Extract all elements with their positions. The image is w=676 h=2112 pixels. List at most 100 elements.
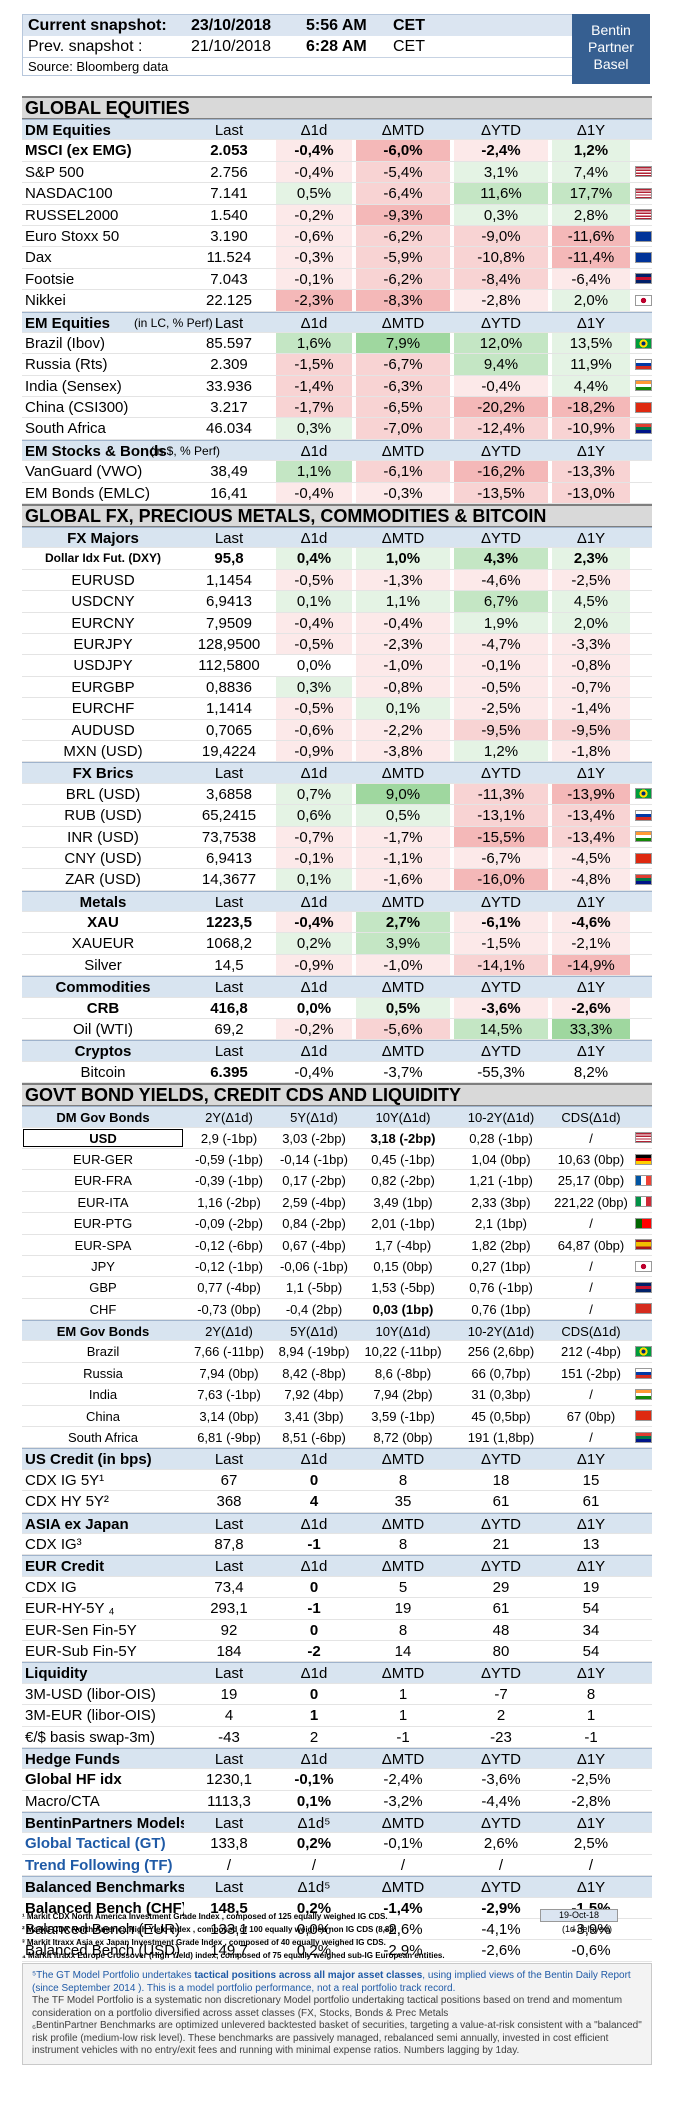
row-label: Commodities: [55, 979, 151, 997]
cell-col-5: CDS(Δ1d): [561, 1324, 621, 1340]
cell-col-2: Δ1d: [300, 765, 328, 783]
cell-col-4: -12,4%: [454, 418, 548, 439]
cell-col-3: -1,7%: [356, 826, 450, 847]
cell-col-3: -6,2%: [356, 268, 450, 290]
cell-col-5: 13,5%: [552, 332, 630, 354]
cell-col-2: -0,4%: [276, 912, 352, 933]
cell-col-3: 1: [398, 1707, 408, 1725]
row-label: EM Stocks & Bonds: [25, 442, 167, 460]
table-row-vanguard-vwo: VanGuard (VWO) 38,49 1,1% -6,1% -16,2% -13,3%: [22, 461, 652, 483]
cell-col-4: -13,1%: [454, 805, 548, 826]
cell-col-5: 17,7%: [552, 183, 630, 204]
cell-col-4: 0,28 (-1bp): [469, 1130, 533, 1146]
us-flag-icon: [632, 183, 654, 203]
row-label: US Credit (in bps): [25, 1451, 152, 1469]
table-row-balanced-bench-eur: Balanced Bench (EUR) 133,1 0,0% -2,6% -4,1% -…: [22, 1919, 652, 1941]
table-row-india-sensex: India (Sensex) 33.936 -1,4% -6,3% -0,4% 4,4%: [22, 375, 652, 398]
table-row-eur-fra: EUR-FRA -0,39 (-1bp) 0,17 (-2bp) 0,82 (-2bp…: [22, 1170, 652, 1192]
row-label: MSCI (ex EMG): [25, 142, 132, 160]
cell-col-5: Δ1Y: [576, 1815, 606, 1833]
cell-col-3: -2,9%: [383, 1942, 423, 1960]
cell-col-1: 22.125: [206, 292, 252, 310]
cell-col-4: ΔYTD: [480, 765, 522, 783]
cell-col-1: Last: [214, 1451, 244, 1469]
cell-col-1: 2Y(Δ1d): [205, 1324, 253, 1340]
footnote-delay: (1d delayed): [561, 1924, 612, 1934]
cell-col-2: 2,59 (-4bp): [282, 1194, 346, 1210]
portugal-flag-icon: [632, 1213, 654, 1233]
cell-col-2: Δ1d: [300, 122, 328, 139]
cell-col-4: 2,33 (3bp): [471, 1194, 531, 1210]
cell-col-5: -2,5%: [571, 1771, 611, 1789]
cell-col-1: Last: [214, 122, 244, 139]
cell-col-5: Δ1Y: [576, 1750, 606, 1768]
cell-col-2: 0,2%: [296, 1899, 332, 1917]
row-label: CNY (USD): [64, 849, 142, 867]
cell-col-5: -2,5%: [552, 569, 630, 591]
cell-col-1: -0,73 (0bp): [197, 1301, 261, 1317]
footnote-4: ₄ Markit Itraxx Europe Crossover (High Y…: [22, 1949, 652, 1962]
cell-col-4: -14,1%: [454, 954, 548, 976]
india-flag-icon: [632, 1384, 654, 1404]
cell-col-4: 10-2Y(Δ1d): [467, 1110, 535, 1126]
cell-col-1: 1068,2: [206, 935, 252, 953]
cell-col-1: 92: [220, 1621, 238, 1639]
cell-col-5: 54: [582, 1642, 600, 1660]
cell-col-4: 2,6%: [483, 1835, 519, 1853]
footnote-text: ² Markit CDX North America High Yield In…: [22, 1925, 397, 1934]
cell-col-5: -0,7%: [552, 676, 630, 698]
row-label: EM Equities: [25, 314, 111, 332]
cell-col-3: ΔMTD: [381, 1815, 425, 1833]
row-label: Metals: [79, 893, 127, 911]
cell-col-2: 4: [309, 1493, 319, 1511]
uk-flag-icon: [632, 1277, 654, 1297]
cell-col-1: 3.217: [210, 399, 248, 417]
cell-col-1: 3,14 (0bp): [199, 1408, 259, 1424]
cell-col-3: ΔMTD: [381, 1750, 425, 1768]
cell-col-4: 1,04 (0bp): [471, 1151, 531, 1167]
cell-col-4: 0,3%: [454, 204, 548, 225]
cell-col-2: 0,1%: [296, 1792, 332, 1810]
prev-snapshot-line: Prev. snapshot : 21/10/2018 6:28 AM CET: [23, 36, 573, 57]
cell-col-5: -4,6%: [552, 912, 630, 933]
cell-col-5: -2,8%: [571, 1792, 611, 1810]
row-label: Euro Stoxx 50: [25, 227, 120, 245]
cell-col-2: 0,84 (-2bp): [282, 1216, 346, 1232]
cell-col-5: Δ1Y: [576, 314, 606, 332]
table-row-balanced-bench-usd: Balanced Bench (USD) 149,7 0,2% -2,9% -2,6% -…: [22, 1940, 652, 1962]
cell-col-1: 112,5800: [198, 657, 260, 675]
cell-col-4: -20,2%: [454, 397, 548, 418]
cell-col-2: 1,1 (-5bp): [285, 1280, 343, 1296]
cell-col-5: -3,9%: [571, 1921, 611, 1939]
cell-col-4: -3,6%: [454, 997, 548, 1019]
subheader-cryptos: Cryptos Last Δ1d ΔMTD ΔYTD Δ1Y: [22, 1040, 652, 1062]
cell-col-4: 4,3%: [454, 548, 548, 569]
row-label: Brazil: [86, 1344, 120, 1360]
cell-col-4: 11,6%: [454, 183, 548, 204]
cell-col-3: -6,2%: [356, 225, 450, 247]
table-row-russel2000: RUSSEL2000 1.540 -0,2% -9,3% 0,3% 2,8%: [22, 204, 652, 226]
row-label: EUR Credit: [25, 1558, 105, 1576]
cell-col-5: Δ1Y: [576, 1043, 606, 1061]
row-label: EURGBP: [71, 678, 135, 696]
cell-col-2: 0,4%: [276, 548, 352, 569]
cell-col-3: -2,3%: [356, 633, 450, 655]
cell-col-4: 45 (0,5bp): [471, 1408, 531, 1424]
cell-col-2: 5Y(Δ1d): [290, 1324, 338, 1340]
cell-col-5: 1,2%: [552, 140, 630, 161]
cell-col-3: -6,4%: [356, 183, 450, 204]
subheader-dm-gov-bonds: DM Gov Bonds 2Y(Δ1d) 5Y(Δ1d) 10Y(Δ1d) 10-2Y(…: [22, 1106, 652, 1128]
cell-col-4: -2,8%: [454, 290, 548, 311]
row-label: Oil (WTI): [73, 1021, 133, 1039]
row-label: FX Majors: [67, 530, 139, 548]
subheader-em-gov-bonds: EM Gov Bonds 2Y(Δ1d) 5Y(Δ1d) 10Y(Δ1d) 10-2Y(…: [22, 1320, 652, 1342]
cell-col-3: -6,0%: [356, 140, 450, 161]
table-row-russia-rts: Russia (Rts) 2.309 -1,5% -6,7% 9,4% 11,9%: [22, 354, 652, 376]
cell-col-3: 3,59 (-1bp): [371, 1408, 435, 1424]
row-label: Brazil (Ibov): [25, 334, 106, 352]
cell-col-4: -6,7%: [454, 847, 548, 869]
cell-col-5: 33,3%: [552, 1019, 630, 1040]
cell-col-5: /: [589, 1130, 593, 1146]
cell-col-3: ΔMTD: [381, 1879, 425, 1897]
cell-col-1: 1,16 (-2bp): [197, 1194, 261, 1210]
